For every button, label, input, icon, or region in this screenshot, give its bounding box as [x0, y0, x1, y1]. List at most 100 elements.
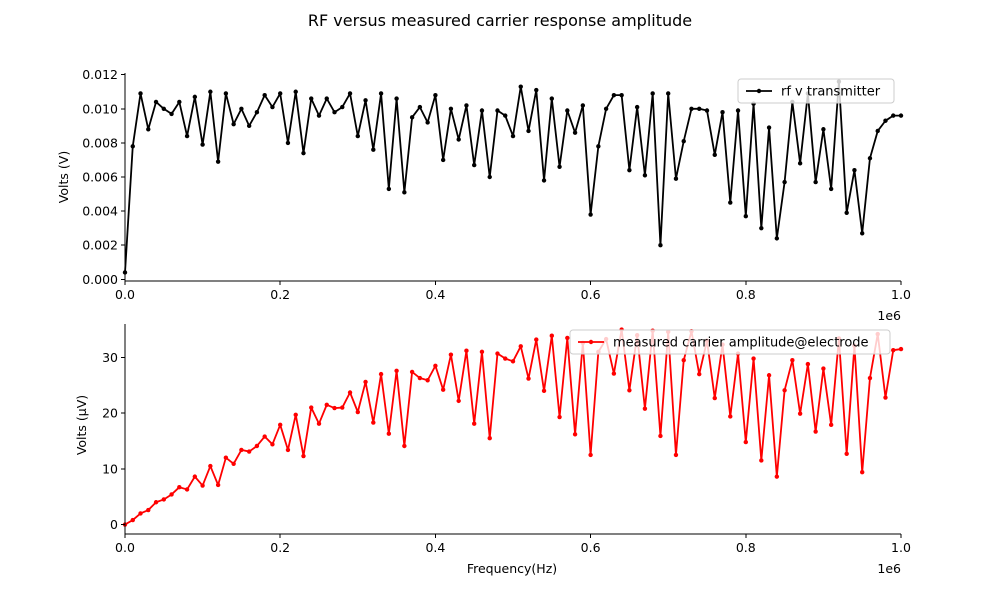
- bottom-data-point: [355, 409, 360, 415]
- top-data-point: [728, 200, 733, 205]
- top-data-point: [619, 92, 624, 98]
- bottom-data-point: [246, 449, 252, 454]
- top-data-point: [161, 106, 166, 112]
- bottom-data-point: [766, 373, 772, 378]
- bottom-data-point: [797, 411, 803, 416]
- bottom-data-point: [541, 388, 547, 394]
- top-data-point: [285, 140, 291, 146]
- top-data-point: [813, 179, 818, 185]
- top-data-point: [549, 96, 554, 101]
- bottom-data-point: [161, 497, 166, 502]
- top-data-point: [293, 89, 298, 94]
- bottom-x-offset-label: 1e6: [877, 561, 901, 576]
- bottom-data-point: [254, 443, 260, 449]
- bottom-x-tick-label: 0.4: [425, 540, 445, 555]
- top-data-point: [735, 108, 741, 113]
- top-y-tick-label: 0.002: [82, 238, 118, 253]
- top-data-point: [852, 167, 857, 173]
- top-data-point: [309, 96, 314, 101]
- bottom-data-point: [215, 482, 221, 488]
- bottom-data-point: [316, 421, 322, 426]
- bottom-data-point: [278, 422, 283, 428]
- bottom-y-tick-label: 20: [102, 406, 118, 421]
- bottom-data-point: [301, 453, 306, 459]
- top-data-point: [666, 91, 671, 96]
- bottom-data-point: [402, 443, 407, 449]
- bottom-data-point: [456, 398, 461, 404]
- top-data-point: [138, 91, 143, 96]
- bottom-data-point: [495, 351, 500, 356]
- bottom-data-point: [518, 344, 523, 349]
- top-data-point: [433, 92, 438, 98]
- top-data-point: [611, 92, 617, 98]
- top-x-tick-label: 0.6: [581, 287, 601, 302]
- bottom-data-point: [177, 485, 182, 490]
- top-legend-frame: [737, 78, 895, 104]
- bottom-data-point: [153, 500, 159, 505]
- top-y-tick-label: 0.010: [82, 101, 118, 116]
- top-data-point: [402, 190, 407, 195]
- bottom-data-point: [588, 452, 593, 458]
- top-data-point: [627, 167, 632, 173]
- bottom-data-point: [363, 379, 368, 385]
- top-legend-label: rf v transmitter: [781, 85, 881, 100]
- bottom-data-point: [130, 517, 135, 523]
- top-data-point: [828, 186, 834, 192]
- bottom-data-point: [526, 376, 531, 381]
- bottom-data-point: [409, 369, 415, 375]
- bottom-data-point: [208, 463, 213, 469]
- bottom-data-point: [611, 371, 617, 376]
- bottom-data-point: [262, 434, 267, 439]
- bottom-data-point: [860, 469, 865, 475]
- top-data-point: [875, 128, 880, 134]
- bottom-data-point: [898, 346, 904, 352]
- top-data-point: [743, 214, 748, 219]
- top-data-point: [495, 108, 500, 113]
- top-data-point: [409, 115, 415, 120]
- bottom-data-point: [324, 402, 329, 407]
- top-data-point: [363, 98, 368, 103]
- top-data-point: [867, 156, 873, 161]
- top-subplot: Volts (V) 1e6 0.0 0.2 0.4 0.6 0.8 1.0 0.000 0.0…: [56, 67, 911, 323]
- top-data-point: [720, 110, 725, 115]
- bottom-x-tick-label: 0.6: [581, 540, 601, 555]
- top-data-point: [898, 113, 904, 118]
- top-data-point: [821, 127, 826, 132]
- bottom-data-point: [169, 492, 174, 497]
- bottom-x-tick-label: 0.2: [270, 540, 290, 555]
- bottom-data-point: [464, 348, 469, 353]
- bottom-data-point: [805, 361, 811, 367]
- top-data-point: [340, 104, 345, 110]
- top-data-point: [301, 150, 306, 156]
- bottom-data-point: [782, 388, 787, 393]
- bottom-legend-label: measured carrier amplitude@electrode: [613, 336, 869, 351]
- top-data-point: [153, 99, 159, 105]
- top-y-tick-label: 0.006: [82, 170, 118, 185]
- bottom-x-axis-label: Frequency(Hz): [467, 561, 557, 576]
- top-data-point: [347, 91, 353, 96]
- bottom-data-point: [479, 349, 485, 355]
- top-data-point: [254, 110, 260, 115]
- top-data-point: [565, 108, 570, 113]
- bottom-data-point: [828, 422, 834, 428]
- bottom-data-point: [712, 395, 717, 401]
- bottom-data-point: [642, 406, 648, 411]
- top-data-point: [386, 186, 392, 192]
- top-data-point: [650, 91, 655, 96]
- top-x-tick-label: 0.2: [270, 287, 290, 302]
- top-data-point: [634, 104, 640, 110]
- bottom-data-point: [378, 371, 384, 377]
- top-data-point: [712, 152, 717, 158]
- bottom-legend: measured carrier amplitude@electrode: [569, 329, 891, 355]
- bottom-data-point: [891, 347, 896, 353]
- bottom-data-point: [487, 435, 492, 441]
- top-x-tick-label: 1.0: [891, 287, 911, 302]
- top-data-point: [208, 89, 213, 94]
- top-x-tick-label: 0.0: [115, 287, 135, 302]
- top-data-point: [355, 133, 360, 139]
- top-data-point: [192, 94, 198, 100]
- bottom-y-tick-label: 30: [102, 350, 118, 365]
- top-data-point: [596, 144, 601, 149]
- bottom-data-point: [673, 452, 679, 458]
- top-x-tick-label: 0.4: [425, 287, 445, 302]
